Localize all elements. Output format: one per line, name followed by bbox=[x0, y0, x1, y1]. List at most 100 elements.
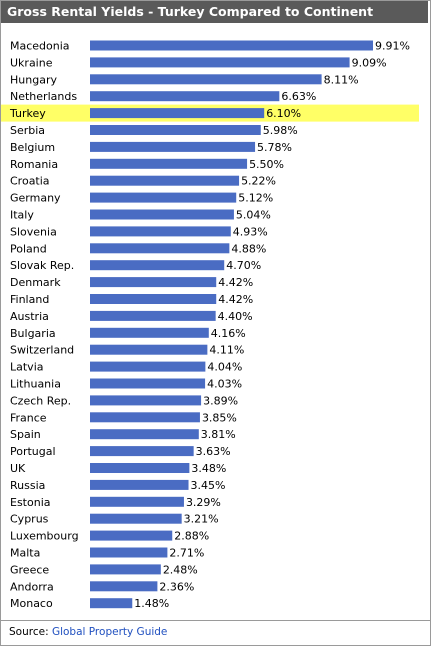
bar-cyprus bbox=[90, 513, 182, 524]
category-label-germany: Germany bbox=[10, 192, 61, 205]
value-label-italy: 5.04% bbox=[236, 209, 271, 222]
category-label-luxembourg: Luxembourg bbox=[10, 530, 79, 543]
category-label-latvia: Latvia bbox=[10, 361, 44, 374]
category-label-croatia: Croatia bbox=[10, 175, 50, 188]
bar-malta bbox=[90, 547, 168, 558]
bar-estonia bbox=[90, 496, 184, 507]
bar-luxembourg bbox=[90, 530, 173, 541]
category-label-hungary: Hungary bbox=[10, 73, 57, 86]
category-label-macedonia: Macedonia bbox=[10, 40, 70, 53]
category-label-slovenia: Slovenia bbox=[10, 225, 57, 238]
bar-bulgaria bbox=[90, 327, 209, 338]
value-label-serbia: 5.98% bbox=[263, 124, 298, 137]
category-label-monaco: Monaco bbox=[10, 597, 53, 610]
category-label-lithuania: Lithuania bbox=[10, 378, 61, 391]
bar-ukraine bbox=[90, 57, 350, 68]
value-label-denmark: 4.42% bbox=[218, 276, 253, 289]
value-label-portugal: 3.63% bbox=[196, 445, 231, 458]
bar-russia bbox=[90, 479, 189, 490]
chart-footer: Source: Global Property Guide bbox=[0, 620, 431, 646]
value-label-greece: 2.48% bbox=[163, 563, 198, 576]
category-label-malta: Malta bbox=[10, 547, 40, 560]
category-label-austria: Austria bbox=[10, 310, 49, 323]
bar-switzerland bbox=[90, 344, 208, 355]
category-label-belgium: Belgium bbox=[10, 141, 55, 154]
bar-poland bbox=[90, 243, 230, 254]
category-label-poland: Poland bbox=[10, 242, 47, 255]
category-label-andorra: Andorra bbox=[10, 580, 54, 593]
value-label-latvia: 4.04% bbox=[207, 361, 242, 374]
category-label-france: France bbox=[10, 411, 47, 424]
bar-lithuania bbox=[90, 378, 206, 389]
value-label-czech-rep: 3.89% bbox=[203, 394, 238, 407]
value-label-luxembourg: 2.88% bbox=[174, 530, 209, 543]
value-label-austria: 4.40% bbox=[218, 310, 253, 323]
value-label-estonia: 3.29% bbox=[186, 496, 221, 509]
value-label-andorra: 2.36% bbox=[159, 580, 194, 593]
value-label-monaco: 1.48% bbox=[134, 597, 169, 610]
bar-france bbox=[90, 412, 200, 423]
category-label-russia: Russia bbox=[10, 479, 45, 492]
bar-czech-rep bbox=[90, 395, 202, 406]
bar-spain bbox=[90, 429, 199, 440]
value-label-poland: 4.88% bbox=[231, 242, 266, 255]
value-label-france: 3.85% bbox=[202, 411, 237, 424]
chart-title: Gross Rental Yields - Turkey Compared to… bbox=[1, 1, 428, 23]
bar-germany bbox=[90, 192, 237, 203]
value-label-bulgaria: 4.16% bbox=[211, 327, 246, 340]
bar-serbia bbox=[90, 125, 261, 135]
value-label-uk: 3.48% bbox=[191, 462, 226, 475]
category-label-switzerland: Switzerland bbox=[10, 344, 74, 357]
bar-austria bbox=[90, 310, 216, 321]
bar-denmark bbox=[90, 277, 217, 288]
value-label-hungary: 8.11% bbox=[324, 73, 359, 86]
value-label-switzerland: 4.11% bbox=[209, 344, 244, 357]
bar-romania bbox=[90, 158, 248, 169]
category-label-netherlands: Netherlands bbox=[10, 90, 77, 103]
bar-uk bbox=[90, 463, 190, 473]
bar-netherlands bbox=[90, 91, 280, 102]
category-label-portugal: Portugal bbox=[10, 445, 56, 458]
value-label-cyprus: 3.21% bbox=[184, 513, 219, 526]
value-label-ukraine: 9.09% bbox=[352, 56, 387, 69]
bar-hungary bbox=[90, 74, 322, 85]
value-label-finland: 4.42% bbox=[218, 293, 253, 306]
bar-belgium bbox=[90, 141, 256, 152]
category-label-ukraine: Ukraine bbox=[10, 56, 53, 69]
category-label-cyprus: Cyprus bbox=[10, 513, 49, 526]
category-label-greece: Greece bbox=[10, 563, 49, 576]
category-label-denmark: Denmark bbox=[10, 276, 61, 289]
value-label-macedonia: 9.91% bbox=[375, 40, 410, 53]
source-note: Source: Global Property Guide bbox=[9, 626, 167, 638]
category-label-serbia: Serbia bbox=[10, 124, 45, 137]
value-label-germany: 5.12% bbox=[238, 192, 273, 205]
category-label-estonia: Estonia bbox=[10, 496, 51, 509]
bar-andorra bbox=[90, 581, 158, 592]
value-label-lithuania: 4.03% bbox=[207, 378, 242, 391]
category-label-turkey: Turkey bbox=[9, 107, 46, 120]
bar-italy bbox=[90, 209, 234, 220]
bar-macedonia bbox=[90, 40, 373, 51]
bar-turkey bbox=[90, 108, 265, 119]
category-label-uk: UK bbox=[10, 462, 26, 475]
category-label-slovak-rep: Slovak Rep. bbox=[10, 259, 74, 272]
value-label-turkey: 6.10% bbox=[266, 107, 301, 120]
value-label-malta: 2.71% bbox=[169, 547, 204, 560]
category-label-bulgaria: Bulgaria bbox=[10, 327, 56, 340]
bar-slovak-rep bbox=[90, 260, 225, 271]
value-label-croatia: 5.22% bbox=[241, 175, 276, 188]
category-label-spain: Spain bbox=[10, 428, 41, 441]
value-label-slovak-rep: 4.70% bbox=[226, 259, 261, 272]
source-link[interactable]: Global Property Guide bbox=[51, 626, 168, 638]
value-label-spain: 3.81% bbox=[201, 428, 236, 441]
bar-finland bbox=[90, 294, 217, 304]
category-label-italy: Italy bbox=[10, 209, 34, 222]
bar-croatia bbox=[90, 175, 240, 186]
bar-monaco bbox=[90, 598, 133, 609]
category-label-finland: Finland bbox=[10, 293, 49, 306]
value-label-belgium: 5.78% bbox=[257, 141, 292, 154]
bar-slovenia bbox=[90, 226, 231, 237]
category-label-czech-rep: Czech Rep. bbox=[10, 394, 71, 407]
value-label-netherlands: 6.63% bbox=[281, 90, 316, 103]
